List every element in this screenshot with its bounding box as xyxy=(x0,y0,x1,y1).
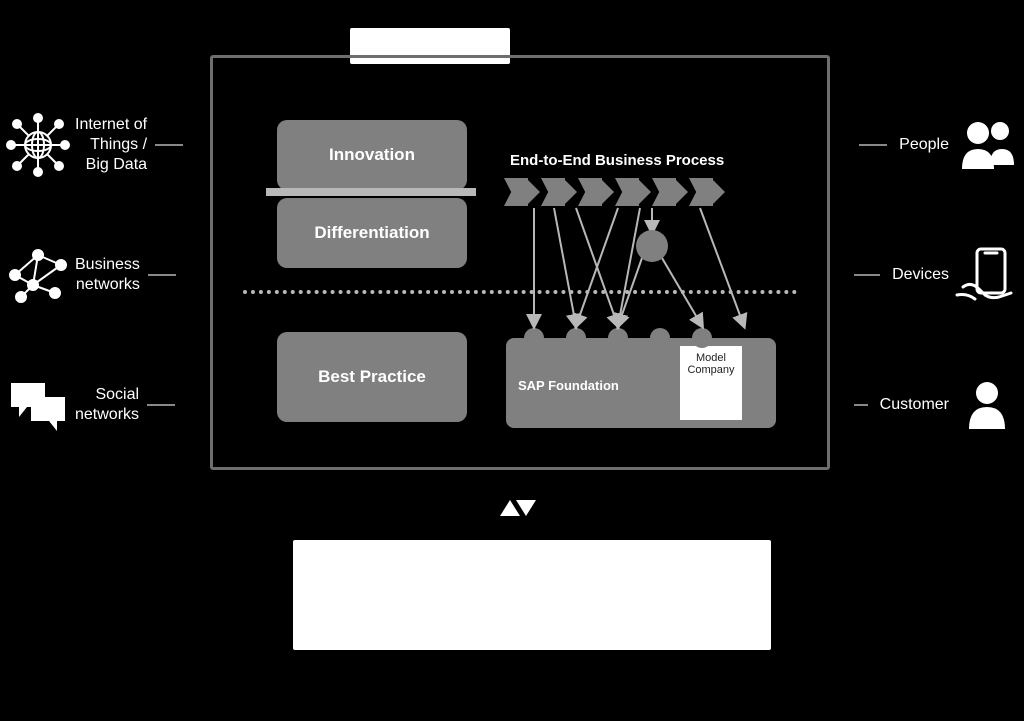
sync-arrows-icon xyxy=(498,492,538,522)
bottom-blank-box xyxy=(293,540,771,650)
